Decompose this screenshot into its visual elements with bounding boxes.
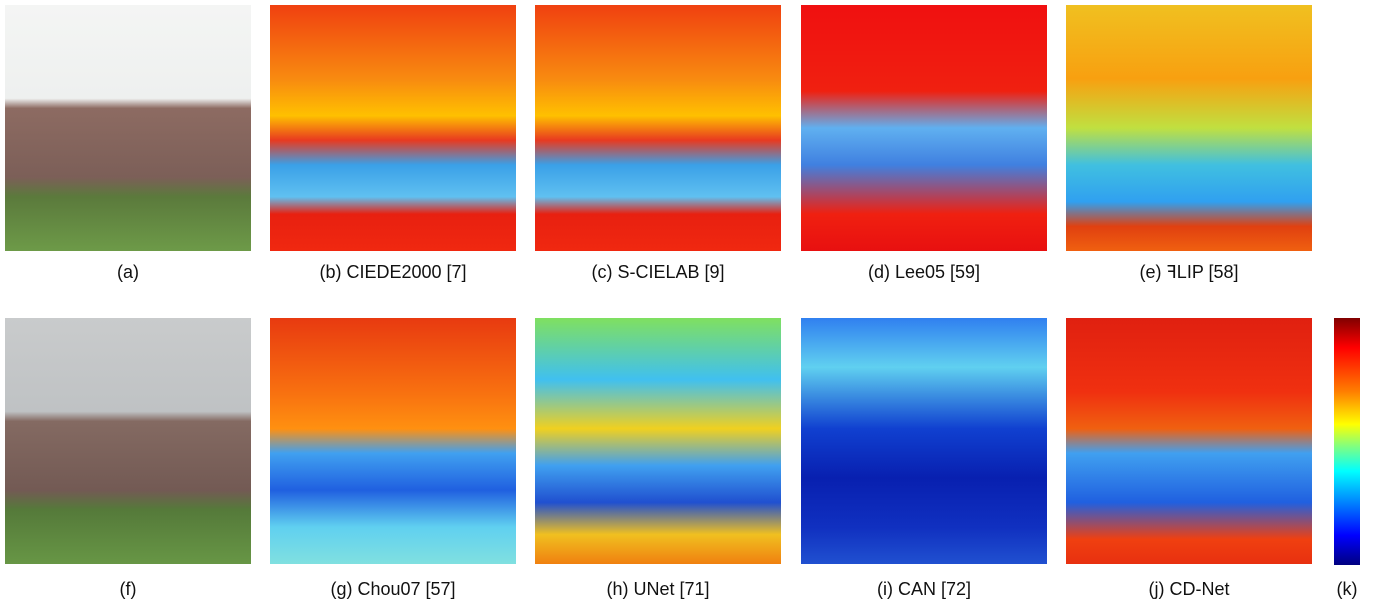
caption: (f): [119, 579, 137, 599]
heatmap: [535, 5, 781, 251]
heatmap: [535, 318, 781, 564]
caption: (e) ꟻLIP [58]: [1139, 262, 1239, 282]
image: [5, 5, 251, 251]
caption: (j) CD-Net: [1148, 579, 1230, 599]
colorbar: [1334, 318, 1360, 565]
heatmap: [270, 318, 516, 564]
caption: (g) Chou07 [57]: [330, 579, 456, 599]
heatmap: [270, 5, 516, 251]
heatmap: [1066, 5, 1312, 251]
caption: (h) UNet [71]: [606, 579, 710, 599]
caption: (a): [117, 262, 139, 282]
caption: (i) CAN [72]: [876, 579, 972, 599]
heatmap: [1066, 318, 1312, 564]
heatmap: [801, 318, 1047, 564]
caption: (b) CIEDE2000 [7]: [319, 262, 467, 282]
caption: (c) S-CIELAB [9]: [591, 262, 725, 282]
heatmap: [801, 5, 1047, 251]
image: [5, 318, 251, 564]
caption: (k): [1336, 579, 1358, 599]
caption: (d) Lee05 [59]: [867, 262, 981, 282]
